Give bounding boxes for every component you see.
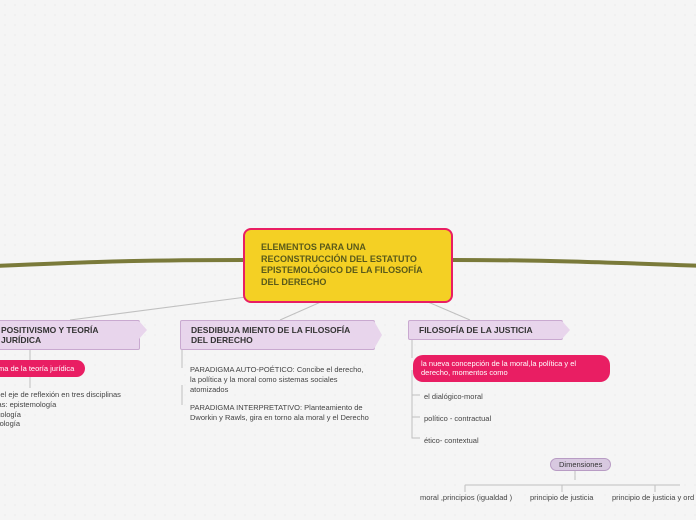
- left-line-3: axiología: [0, 419, 150, 429]
- left-line-0: an el eje de reflexión en tres disciplin…: [0, 390, 150, 400]
- branch-label-text: DESDIBUJA MIENTO DE LA FILOSOFÍA DEL DER…: [191, 325, 350, 345]
- right-subnode[interactable]: la nueva concepción de la moral,la polít…: [413, 355, 610, 382]
- right-item-0: el dialógico-moral: [424, 392, 483, 402]
- dim-0: moral ,principios (igualdad ): [420, 493, 512, 503]
- right-item-2: ético- contextual: [424, 436, 479, 446]
- left-line-2: ontología: [0, 410, 150, 420]
- branch-label-text: FILOSOFÍA DE LA JUSTICIA: [419, 325, 533, 335]
- dimensiones-label: Dimensiones: [559, 460, 602, 469]
- branch-label-text: POSITIVISMO Y TEORÍA JURÍDICA: [1, 325, 98, 345]
- root-node[interactable]: ELEMENTOS PARA UNA RECONSTRUCCIÓN DEL ES…: [243, 228, 453, 303]
- branch-filosofia-justicia[interactable]: FILOSOFÍA DE LA JUSTICIA: [408, 320, 563, 340]
- left-subnode-text: ma de la teoría jurídica: [0, 364, 74, 373]
- dim-1: principio de justicia: [530, 493, 593, 503]
- left-subnode[interactable]: ma de la teoría jurídica: [0, 360, 85, 377]
- dimensiones-node[interactable]: Dimensiones: [550, 458, 611, 471]
- root-label: ELEMENTOS PARA UNA RECONSTRUCCIÓN DEL ES…: [261, 242, 422, 287]
- left-line-1: ficas: epistemología: [0, 400, 150, 410]
- right-subnode-text: la nueva concepción de la moral,la polít…: [421, 359, 576, 377]
- right-item-1: político - contractual: [424, 414, 491, 424]
- middle-para1: PARADIGMA AUTO-POÉTICO: Concibe el derec…: [190, 365, 370, 394]
- left-lines: an el eje de reflexión en tres disciplin…: [0, 390, 150, 429]
- branch-positivismo[interactable]: POSITIVISMO Y TEORÍA JURÍDICA: [0, 320, 140, 350]
- branch-desdibuja[interactable]: DESDIBUJA MIENTO DE LA FILOSOFÍA DEL DER…: [180, 320, 375, 350]
- middle-para2: PARADIGMA INTERPRETATIVO: Planteamiento …: [190, 403, 370, 423]
- dim-2: principio de justicia y ord: [612, 493, 694, 503]
